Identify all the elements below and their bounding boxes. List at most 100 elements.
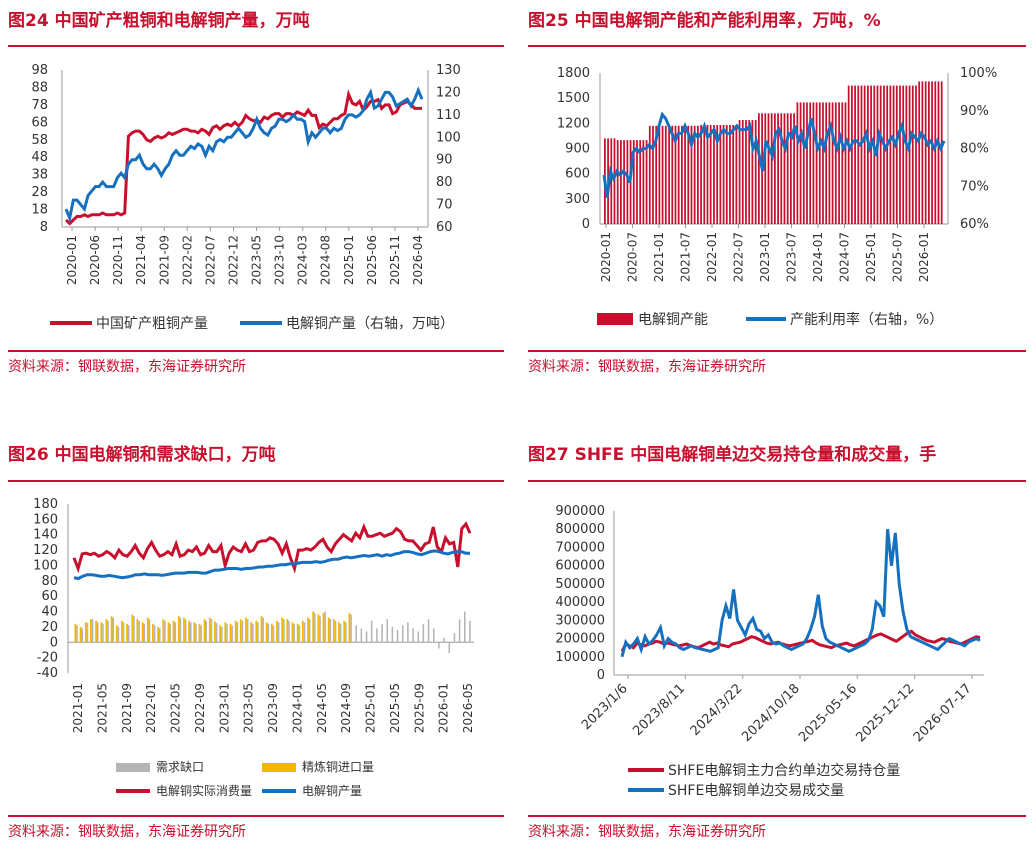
c26-import-bar xyxy=(338,622,340,643)
c26-x-tick-label: 2023-05 xyxy=(242,683,256,733)
c25-capacity-bar xyxy=(780,113,783,224)
c26-import-bar xyxy=(250,622,253,643)
c26-gap-bar xyxy=(184,619,187,643)
c25-left-tick-label: 1200 xyxy=(557,116,590,131)
c25-capacity-bar xyxy=(709,125,712,224)
c24-x-tick-label: 2022-12 xyxy=(226,235,240,285)
c26-y-tick-label: 140 xyxy=(33,528,58,543)
c26-gap-bar xyxy=(391,626,394,643)
c24-series-crude-copper-line xyxy=(64,89,422,226)
c26-gap-bar xyxy=(360,628,363,643)
c26-import-bar xyxy=(203,619,206,643)
chart27-bottom-rule xyxy=(528,815,1026,817)
c24-left-tick-label: 38 xyxy=(31,168,48,183)
c25-capacity-bar xyxy=(783,113,786,224)
c25-x-tick-label: 2021-01 xyxy=(652,232,666,282)
c26-gap-bar xyxy=(350,614,352,643)
c25-capacity-bar xyxy=(921,81,924,225)
c25-legend-label-capacity: 电解铜产能 xyxy=(638,312,708,328)
c26-gap-bar xyxy=(210,619,213,643)
c24-left-tick-label: 48 xyxy=(31,150,48,165)
c26-import-bar xyxy=(301,620,304,643)
c27-x-tick-label: 2024/3/22 xyxy=(688,681,746,739)
c27-x-tick-label: 2025-12-12 xyxy=(853,681,917,745)
c26-import-bar xyxy=(291,622,294,643)
c24-x-tick-label: 2026-04 xyxy=(411,235,425,285)
c24-right-tick-label: 130 xyxy=(436,63,461,78)
c25-capacity-bar xyxy=(889,85,892,224)
c25-capacity-bar xyxy=(870,85,872,224)
c26-import-bar xyxy=(146,617,149,643)
c25-x-tick-label: 2025-01 xyxy=(864,232,878,282)
c25-capacity-bar xyxy=(725,125,728,224)
c25-capacity-bar xyxy=(786,113,789,224)
c27-y-tick-label: 900000 xyxy=(555,504,605,519)
c25-capacity-bar xyxy=(668,125,670,224)
c26-import-bar xyxy=(74,623,77,643)
c26-gap-bar xyxy=(303,622,306,643)
c26-import-bar xyxy=(198,623,201,643)
c25-capacity-bar xyxy=(767,113,770,224)
c27-y-tick-label: 200000 xyxy=(555,632,605,647)
c26-import-bar xyxy=(84,622,87,643)
c25-left-tick-label: 900 xyxy=(565,142,590,157)
c25-capacity-bar xyxy=(928,81,930,225)
c26-gap-bar xyxy=(112,617,115,643)
c25-capacity-bar xyxy=(777,113,779,224)
c25-capacity-bar xyxy=(664,125,667,224)
c26-gap-bar xyxy=(236,622,239,643)
c26-gap-bar xyxy=(381,623,383,643)
c26-import-bar xyxy=(183,617,185,643)
c26-gap-bar xyxy=(117,626,120,643)
c25-capacity-bar xyxy=(774,113,776,224)
c26-gap-bar xyxy=(443,637,445,643)
chart24-bottom-rule xyxy=(8,350,504,352)
c24-right-tick-label: 80 xyxy=(436,175,453,190)
c24-x-tick-label: 2022-02 xyxy=(180,235,194,285)
c25-capacity-bar xyxy=(867,85,869,224)
c26-import-bar xyxy=(193,622,196,643)
c24-legend-label-crude: 中国矿产粗铜产量 xyxy=(96,316,208,332)
c25-capacity-bar xyxy=(684,125,686,224)
c26-import-bar xyxy=(265,622,268,643)
c26-import-bar xyxy=(136,619,139,643)
c25-capacity-bar xyxy=(854,85,856,224)
c24-x-tick-label: 2023-05 xyxy=(250,235,264,285)
c26-y-tick-label: -40 xyxy=(37,666,58,681)
c25-capacity-bar xyxy=(931,81,933,225)
c25-capacity-bar xyxy=(703,125,706,224)
c24-x-tick-label: 2023-10 xyxy=(273,235,287,285)
c26-gap-bar xyxy=(164,620,166,643)
c26-import-bar xyxy=(167,622,170,643)
c24-left-tick-label: 18 xyxy=(31,203,48,218)
c24-left-tick-label: 8 xyxy=(40,220,48,235)
c27-y-tick-label: 300000 xyxy=(555,613,605,628)
c26-x-tick-label: 2024-01 xyxy=(290,683,304,733)
c24-x-tick-label: 2025-06 xyxy=(365,235,379,285)
c25-capacity-bar xyxy=(697,125,699,224)
c25-capacity-bar xyxy=(681,125,683,224)
c25-capacity-bar xyxy=(799,102,802,224)
c25-capacity-bar xyxy=(722,125,725,224)
c26-gap-bar xyxy=(97,622,99,643)
c25-capacity-bar xyxy=(822,102,824,224)
c25-capacity-bar xyxy=(918,81,921,225)
c25-capacity-bar xyxy=(841,102,844,224)
c26-import-bar xyxy=(307,617,309,643)
c26-gap-bar xyxy=(133,616,135,643)
c26-gap-bar xyxy=(298,625,301,643)
chart25-top-rule xyxy=(528,45,1026,47)
c26-import-bar xyxy=(126,623,129,643)
c25-capacity-bar xyxy=(610,138,613,224)
c26-gap-bar xyxy=(190,622,192,643)
c25-capacity-bar xyxy=(645,140,648,224)
c27-y-tick-label: 700000 xyxy=(555,540,605,555)
c27-y-tick-label: 100000 xyxy=(555,650,605,665)
c25-capacity-bar xyxy=(677,125,680,224)
c26-import-bar xyxy=(90,619,92,643)
c25-legend-swatch-bar xyxy=(597,313,633,325)
chart26-source: 资料来源：钢联数据，东海证券研究所 xyxy=(8,824,246,840)
c25-capacity-bar xyxy=(802,102,805,224)
c25-capacity-bar xyxy=(741,120,744,224)
